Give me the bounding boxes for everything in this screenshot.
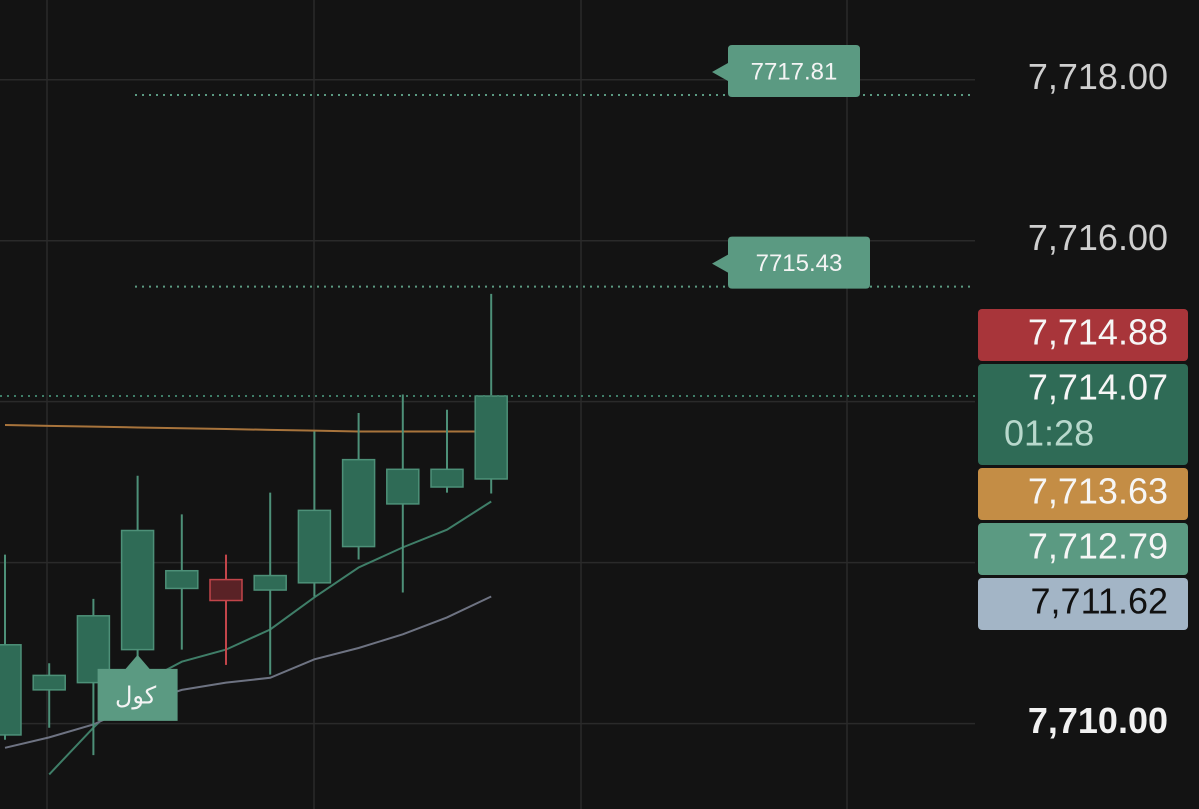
y-tick-label: 7,718.00: [1028, 56, 1168, 97]
candle-body: [165, 569, 199, 590]
time-grid: [46, 0, 848, 809]
candle-body: [120, 529, 155, 651]
price-badge: [978, 523, 1188, 575]
y-tick-label: 7,716.00: [1028, 217, 1168, 258]
candle-body: [253, 574, 287, 591]
annotation-label: كول: [115, 682, 157, 709]
annotation-box: [97, 654, 178, 721]
candle-body: [32, 674, 66, 691]
moving-average-line: [4, 595, 492, 749]
price-badge-label: 7,714.07: [1028, 367, 1168, 408]
y-tick-label: 7,710.00: [1028, 700, 1168, 741]
price-badge-label: 7,711.62: [1031, 581, 1168, 622]
price-line-label: 7715.43: [756, 250, 843, 277]
candle-body: [297, 509, 332, 584]
price-badge: [978, 364, 1188, 465]
price-badge-label: 7,714.88: [1028, 312, 1168, 353]
candle-body: [474, 395, 508, 480]
price-line-tag: [712, 236, 870, 289]
countdown-label: 01:28: [1004, 413, 1094, 454]
price-line-tag: [712, 44, 860, 97]
price-badge-label: 7,713.63: [1028, 471, 1168, 512]
candle-body: [341, 458, 376, 548]
price-badge: [978, 468, 1188, 520]
candle-body: [386, 468, 420, 505]
price-badge-label: 7,712.79: [1028, 526, 1168, 567]
price-badge: [978, 309, 1188, 361]
candle-body: [430, 468, 464, 488]
price-badge: [978, 578, 1188, 630]
candle-body: [209, 578, 243, 602]
moving-average-line: [4, 424, 492, 433]
candle-body: [0, 644, 22, 736]
price-line-label: 7717.81: [751, 58, 838, 85]
